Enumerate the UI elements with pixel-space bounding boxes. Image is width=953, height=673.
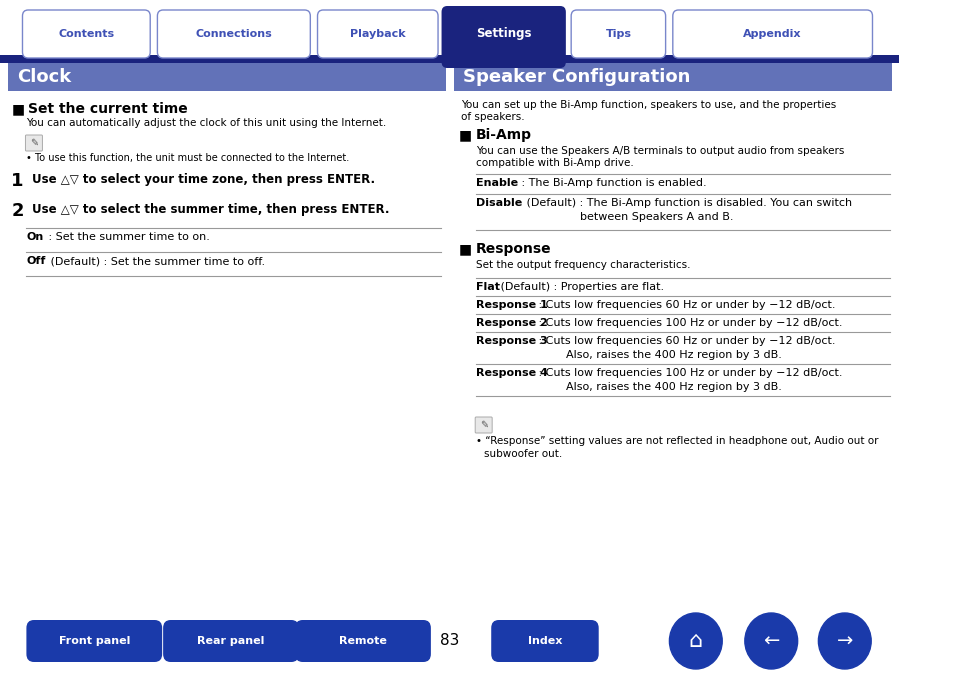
Bar <box>8 63 445 91</box>
Text: Response 3: Response 3 <box>476 336 547 346</box>
FancyBboxPatch shape <box>294 620 431 662</box>
Text: Clock: Clock <box>17 68 71 86</box>
Text: : Cuts low frequencies 100 Hz or under by −12 dB/oct.: : Cuts low frequencies 100 Hz or under b… <box>534 318 841 328</box>
Text: Enable: Enable <box>476 178 517 188</box>
Text: On: On <box>27 232 44 242</box>
Text: (Default) : Set the summer time to off.: (Default) : Set the summer time to off. <box>47 256 265 266</box>
Text: Response: Response <box>476 242 551 256</box>
Text: Flat: Flat <box>476 282 499 292</box>
FancyBboxPatch shape <box>475 417 492 433</box>
Text: Appendix: Appendix <box>742 29 801 39</box>
Text: ←: ← <box>762 631 779 651</box>
Bar <box>0 55 899 63</box>
Text: ■: ■ <box>11 102 25 116</box>
Text: Set the current time: Set the current time <box>29 102 188 116</box>
Text: • To use this function, the unit must be connected to the Internet.: • To use this function, the unit must be… <box>27 153 350 163</box>
Text: ✎: ✎ <box>479 420 487 430</box>
Circle shape <box>818 613 870 669</box>
Text: : Cuts low frequencies 100 Hz or under by −12 dB/oct.: : Cuts low frequencies 100 Hz or under b… <box>534 368 841 378</box>
FancyBboxPatch shape <box>27 620 162 662</box>
Bar <box>453 63 891 91</box>
Circle shape <box>669 613 721 669</box>
Text: Tips: Tips <box>605 29 631 39</box>
Text: Rear panel: Rear panel <box>197 636 264 646</box>
Text: You can automatically adjust the clock of this unit using the Internet.: You can automatically adjust the clock o… <box>27 118 386 128</box>
Text: Use △▽ to select the summer time, then press ENTER.: Use △▽ to select the summer time, then p… <box>32 203 389 216</box>
Text: (Default) : The Bi-Amp function is disabled. You can switch: (Default) : The Bi-Amp function is disab… <box>523 198 852 208</box>
Text: : Cuts low frequencies 60 Hz or under by −12 dB/oct.: : Cuts low frequencies 60 Hz or under by… <box>534 336 834 346</box>
Text: Contents: Contents <box>58 29 114 39</box>
FancyBboxPatch shape <box>317 10 437 58</box>
Text: Disable: Disable <box>476 198 522 208</box>
Text: Also, raises the 400 Hz region by 3 dB.: Also, raises the 400 Hz region by 3 dB. <box>565 350 781 360</box>
FancyBboxPatch shape <box>23 10 150 58</box>
Text: 83: 83 <box>439 633 459 648</box>
Text: Bi-Amp: Bi-Amp <box>476 128 532 142</box>
Text: Settings: Settings <box>476 26 531 40</box>
Text: subwoofer out.: subwoofer out. <box>483 449 561 459</box>
Text: compatible with Bi-Amp drive.: compatible with Bi-Amp drive. <box>476 158 633 168</box>
Text: 1: 1 <box>11 172 24 190</box>
Text: Response 1: Response 1 <box>476 300 547 310</box>
FancyBboxPatch shape <box>491 620 598 662</box>
Text: ■: ■ <box>458 242 472 256</box>
Text: Speaker Configuration: Speaker Configuration <box>462 68 690 86</box>
Text: Also, raises the 400 Hz region by 3 dB.: Also, raises the 400 Hz region by 3 dB. <box>565 382 781 392</box>
Text: : Cuts low frequencies 60 Hz or under by −12 dB/oct.: : Cuts low frequencies 60 Hz or under by… <box>534 300 834 310</box>
Text: Use △▽ to select your time zone, then press ENTER.: Use △▽ to select your time zone, then pr… <box>32 173 375 186</box>
Text: Off: Off <box>27 256 46 266</box>
Text: Set the output frequency characteristics.: Set the output frequency characteristics… <box>476 260 690 270</box>
Text: • “Response” setting values are not reflected in headphone out, Audio out or: • “Response” setting values are not refl… <box>476 436 878 446</box>
Text: (Default) : Properties are flat.: (Default) : Properties are flat. <box>497 282 663 292</box>
FancyBboxPatch shape <box>26 135 42 151</box>
Text: ⌂: ⌂ <box>688 631 702 651</box>
Text: ■: ■ <box>458 128 472 142</box>
FancyBboxPatch shape <box>163 620 298 662</box>
Text: Connections: Connections <box>195 29 272 39</box>
FancyBboxPatch shape <box>157 10 310 58</box>
Text: Response 2: Response 2 <box>476 318 547 328</box>
Text: You can set up the Bi-Amp function, speakers to use, and the properties: You can set up the Bi-Amp function, spea… <box>460 100 836 110</box>
Text: : The Bi-Amp function is enabled.: : The Bi-Amp function is enabled. <box>517 178 705 188</box>
Text: →: → <box>836 631 852 651</box>
Text: Front panel: Front panel <box>58 636 130 646</box>
Text: of speakers.: of speakers. <box>460 112 524 122</box>
FancyBboxPatch shape <box>571 10 665 58</box>
Circle shape <box>744 613 797 669</box>
FancyBboxPatch shape <box>441 6 565 68</box>
Text: 2: 2 <box>11 202 24 220</box>
FancyBboxPatch shape <box>672 10 872 58</box>
Text: You can use the Speakers A/B terminals to output audio from speakers: You can use the Speakers A/B terminals t… <box>476 146 843 156</box>
Text: : Set the summer time to on.: : Set the summer time to on. <box>45 232 210 242</box>
Text: Playback: Playback <box>350 29 405 39</box>
Text: between Speakers A and B.: between Speakers A and B. <box>579 212 733 222</box>
Text: Remote: Remote <box>338 636 387 646</box>
Text: ✎: ✎ <box>30 138 38 148</box>
Text: Index: Index <box>527 636 561 646</box>
Text: Response 4: Response 4 <box>476 368 547 378</box>
